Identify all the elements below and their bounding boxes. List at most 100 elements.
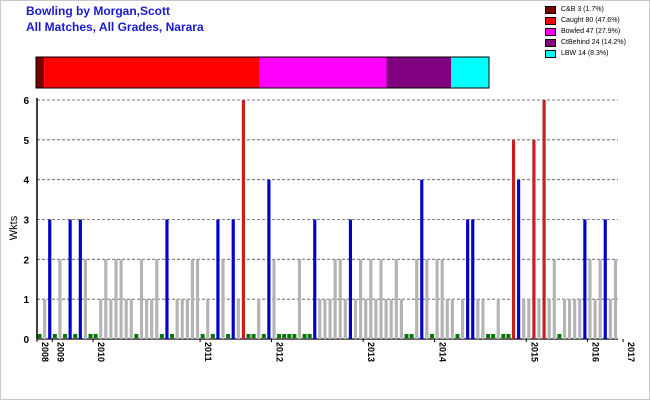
match-bar (210, 334, 215, 338)
y-tick-label: 3 (23, 216, 29, 227)
x-tick-label: 2008 (40, 342, 50, 362)
x-tick-label: 2015 (529, 342, 539, 362)
match-bar (353, 299, 358, 339)
match-bar (552, 259, 556, 339)
x-tick-label: 2012 (274, 342, 284, 362)
match-bar (185, 299, 189, 339)
match-bar (226, 334, 231, 338)
chart-subtitle: All Matches, All Grades, Narara (26, 20, 204, 34)
match-bar (119, 259, 123, 339)
match-bar (593, 299, 597, 339)
match-bar (532, 139, 536, 339)
legend-label-cb: C&B 3 (1.7%) (561, 6, 604, 13)
match-bar (99, 299, 103, 339)
match-bar (165, 219, 169, 339)
match-bar (348, 219, 353, 339)
legend-item-lbw: LBW 14 (8.3%) (545, 48, 626, 59)
match-bar (159, 334, 164, 338)
legend-label-ctbehind: CtBehind 24 (14.2%) (561, 39, 626, 46)
match-bar (491, 334, 496, 338)
legend-swatch-ctbehind (545, 38, 556, 47)
y-tick-label: 4 (23, 176, 29, 187)
breakdown-segment-4 (451, 57, 489, 88)
match-bar (374, 299, 378, 339)
match-bar (302, 334, 307, 338)
y-tick-label: 1 (23, 295, 29, 306)
match-bar (328, 299, 332, 339)
match-bar (114, 259, 118, 339)
match-bar (384, 299, 388, 339)
match-bar (542, 100, 546, 339)
match-bar (517, 179, 521, 339)
match-bar (568, 299, 572, 339)
match-bar (598, 259, 602, 339)
legend-item-caught: Caught 80 (47.6%) (545, 15, 626, 26)
match-bar (52, 334, 57, 338)
match-bar (323, 299, 327, 339)
match-bar (190, 259, 195, 339)
match-bar (134, 334, 139, 338)
match-bar (435, 259, 439, 339)
match-bar (379, 259, 383, 339)
x-tick-label: 2009 (55, 342, 65, 362)
match-bar (466, 219, 470, 339)
match-bar (261, 334, 266, 338)
match-bar (37, 334, 42, 338)
legend-label-caught: Caught 80 (47.6%) (561, 17, 620, 24)
match-bar (175, 299, 179, 339)
y-tick-label: 0 (23, 335, 29, 346)
match-bar (104, 259, 108, 339)
x-tick-label: 2014 (438, 342, 448, 362)
breakdown-segment-1 (44, 57, 260, 88)
legend-swatch-caught (545, 16, 556, 25)
match-bar (139, 259, 144, 339)
match-bar (216, 219, 220, 339)
match-bar (272, 259, 276, 339)
match-bar (389, 299, 393, 339)
match-bar (527, 299, 531, 339)
match-bar (486, 334, 491, 338)
match-bar (409, 334, 414, 338)
match-bar (170, 334, 175, 338)
match-bar (144, 299, 149, 339)
match-bar (150, 299, 154, 339)
match-bar (455, 334, 460, 338)
breakdown-segment-3 (386, 57, 452, 88)
match-bar (603, 219, 607, 339)
match-bar (73, 334, 78, 338)
breakdown-segment-2 (259, 57, 387, 88)
match-bar (93, 334, 98, 338)
match-bar (425, 259, 429, 339)
match-bar (58, 259, 62, 339)
match-bar (200, 334, 205, 338)
x-tick-label: 2013 (366, 342, 376, 362)
match-bar (63, 334, 68, 338)
match-bar (481, 299, 485, 339)
legend-item-ctbehind: CtBehind 24 (14.2%) (545, 37, 626, 48)
match-bar (450, 299, 454, 339)
match-bar (195, 259, 200, 339)
match-bar (476, 299, 480, 339)
match-bar (129, 299, 133, 339)
match-bar (359, 259, 363, 339)
match-bar (501, 334, 506, 338)
match-bar (394, 259, 398, 339)
match-bar (460, 299, 465, 339)
match-bar (608, 299, 612, 339)
match-bar (415, 259, 419, 339)
match-bar (588, 259, 592, 339)
match-bar (251, 334, 256, 338)
y-tick-label: 6 (23, 96, 29, 107)
match-bar (297, 259, 302, 339)
match-bar (48, 219, 52, 339)
match-bar (257, 299, 261, 339)
match-bar (246, 334, 251, 338)
match-bar (318, 299, 322, 339)
match-bar (206, 299, 210, 339)
match-bar (557, 334, 562, 338)
match-bar (221, 259, 225, 339)
x-tick-label: 2011 (203, 342, 213, 362)
match-bar (547, 299, 551, 339)
match-bar (578, 299, 582, 339)
